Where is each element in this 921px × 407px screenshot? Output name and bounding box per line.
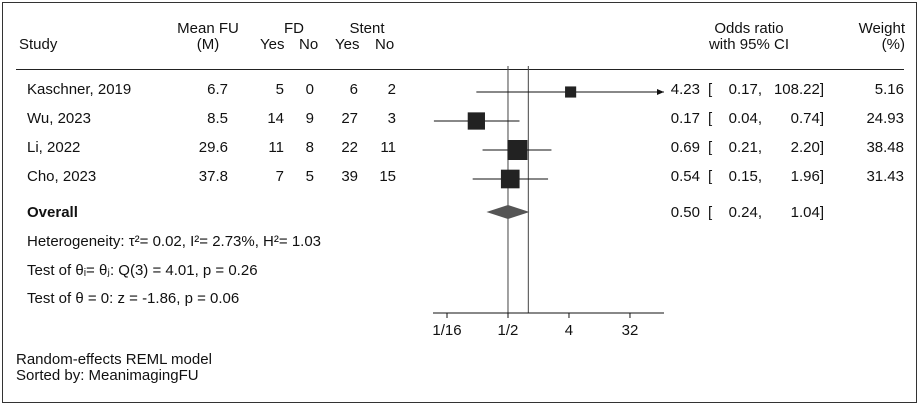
row-mean-fu: 37.8 [198, 168, 228, 185]
overall-or: 0.50 [670, 204, 700, 221]
row-ci-hi: 108.22] [773, 81, 824, 98]
row-weight: 24.93 [866, 110, 904, 127]
row-stent-no: 2 [387, 81, 396, 98]
header-study: Study [19, 36, 58, 53]
row-or: 4.23 [670, 81, 700, 98]
row-ci-open: [ [708, 168, 713, 185]
x-tick-label: 4 [565, 322, 573, 339]
row-stent-no: 3 [387, 110, 396, 127]
row-stent-yes: 6 [349, 81, 358, 98]
row-stent-no: 11 [380, 139, 396, 156]
header-weight-2: (%) [881, 36, 905, 53]
row-study: Li, 2022 [27, 139, 81, 156]
row-mean-fu: 29.6 [198, 139, 228, 156]
header-mean-fu-unit: (M) [196, 36, 220, 53]
heterogeneity-text: Heterogeneity: τ²= 0.02, I²= 2.73%, H²= … [27, 233, 322, 250]
row-study: Cho, 2023 [27, 168, 97, 185]
row-weight: 38.48 [866, 139, 904, 156]
row-fd-yes: 5 [275, 81, 284, 98]
study-marker [500, 169, 520, 189]
overall-ci-hi: 1.04] [790, 204, 824, 221]
row-fd-no: 9 [305, 110, 314, 127]
study-marker [507, 140, 528, 160]
overall-label: Overall [27, 204, 78, 221]
row-mean-fu: 8.5 [207, 110, 228, 127]
test-theta-0-text: Test of θ = 0: z = -1.86, p = 0.06 [27, 290, 240, 307]
ci-arrow [657, 89, 664, 95]
row-stent-no: 15 [379, 168, 396, 185]
row-weight: 5.16 [874, 81, 904, 98]
row-fd-yes: 14 [267, 110, 284, 127]
footer-model: Random-effects REML model [16, 351, 212, 368]
row-ci-open: [ [708, 139, 713, 156]
row-study: Kaschner, 2019 [27, 81, 132, 98]
row-ci-hi: 2.20] [790, 139, 824, 156]
test-theta-i-text: Test of θᵢ= θⱼ: Q(3) = 4.01, p = 0.26 [27, 262, 258, 279]
row-fd-yes: 7 [275, 168, 284, 185]
row-or: 0.17 [670, 110, 700, 127]
row-ci-open: [ [708, 81, 713, 98]
x-tick-label: 32 [622, 322, 639, 339]
row-or: 0.69 [670, 139, 700, 156]
header-stent-no: No [375, 36, 395, 53]
header-stent: Stent [349, 20, 385, 37]
overall-ci-open: [ [708, 204, 713, 221]
row-study: Wu, 2023 [27, 110, 91, 127]
row-fd-yes: 11 [268, 139, 284, 156]
header-stent-yes: Yes [335, 36, 360, 53]
row-fd-no: 5 [305, 168, 314, 185]
footer-sorted: Sorted by: MeanimagingFU [16, 367, 199, 384]
study-marker [467, 112, 485, 130]
header-or-2: with 95% CI [708, 36, 790, 53]
overall-ci-lo: 0.24, [728, 204, 762, 221]
row-fd-no: 8 [305, 139, 314, 156]
x-tick-label: 1/2 [498, 322, 519, 339]
row-ci-lo: 0.21, [728, 139, 762, 156]
header-weight-1: Weight [858, 20, 905, 37]
row-ci-lo: 0.15, [728, 168, 762, 185]
header-fd-no: No [299, 36, 319, 53]
header-fd: FD [284, 20, 304, 37]
row-ci-lo: 0.17, [728, 81, 762, 98]
figure-frame [2, 2, 917, 403]
x-tick-label: 1/16 [432, 322, 461, 339]
overall-diamond [486, 205, 530, 219]
row-ci-hi: 0.74] [790, 110, 824, 127]
row-stent-yes: 27 [341, 110, 358, 127]
row-mean-fu: 6.7 [207, 81, 228, 98]
header-or-1: Odds ratio [714, 20, 784, 37]
row-weight: 31.43 [866, 168, 904, 185]
row-ci-lo: 0.04, [728, 110, 762, 127]
header-mean-fu: Mean FU [177, 20, 239, 37]
row-ci-open: [ [708, 110, 713, 127]
row-stent-yes: 39 [341, 168, 358, 185]
header-fd-yes: Yes [260, 36, 285, 53]
header-rule [16, 69, 904, 70]
study-marker [565, 86, 577, 98]
row-stent-yes: 22 [341, 139, 358, 156]
row-fd-no: 0 [305, 81, 314, 98]
row-or: 0.54 [670, 168, 700, 185]
row-ci-hi: 1.96] [790, 168, 824, 185]
